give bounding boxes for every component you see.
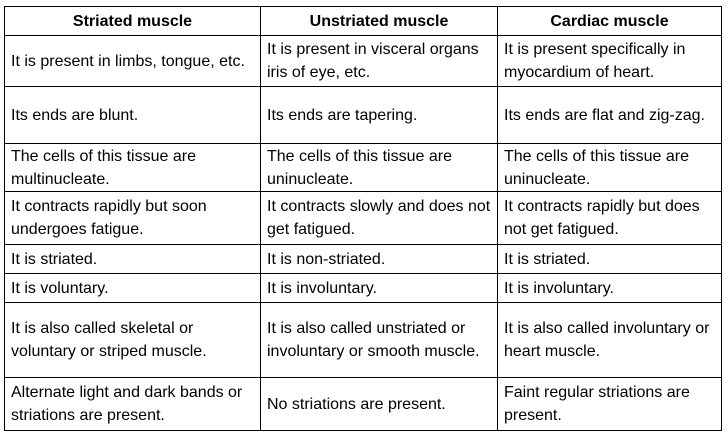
table-cell: Its ends are tapering. [260, 86, 498, 144]
muscle-comparison-table: Striated muscle Unstriated muscle Cardia… [4, 6, 722, 431]
table-row: It is striated. It is non-striated. It i… [4, 244, 722, 274]
table-cell: The cells of this tissue are uninucleate… [497, 143, 722, 192]
table-row: It is also called skeletal or voluntary … [4, 302, 722, 378]
table-cell: It contracts rapidly but does not get fa… [497, 191, 722, 245]
table-row: It contracts rapidly but soon undergoes … [4, 191, 722, 245]
table-cell: It is present in limbs, tongue, etc. [4, 35, 261, 87]
table-cell: It is also called involuntary or heart m… [497, 302, 722, 378]
table-cell: It is present specifically in myocardium… [497, 35, 722, 87]
table-row: It is voluntary. It is involuntary. It i… [4, 273, 722, 303]
table-cell: Faint regular striations are present. [497, 377, 722, 431]
table-cell: It is striated. [4, 244, 261, 274]
table-cell: It is involuntary. [260, 273, 498, 303]
table-cell: The cells of this tissue are uninucleate… [260, 143, 498, 192]
header-unstriated: Unstriated muscle [260, 6, 498, 36]
header-row: Striated muscle Unstriated muscle Cardia… [4, 6, 722, 36]
header-striated: Striated muscle [4, 6, 261, 36]
table-cell: It is non-striated. [260, 244, 498, 274]
table-row: Its ends are blunt. Its ends are taperin… [4, 86, 722, 144]
table-row: It is present in limbs, tongue, etc. It … [4, 35, 722, 87]
header-cardiac: Cardiac muscle [497, 6, 722, 36]
table-cell: Its ends are blunt. [4, 86, 261, 144]
table-cell: It is striated. [497, 244, 722, 274]
table-cell: It is voluntary. [4, 273, 261, 303]
table-cell: It is also called skeletal or voluntary … [4, 302, 261, 378]
table-cell: It is present in visceral organs iris of… [260, 35, 498, 87]
table-row: Alternate light and dark bands or striat… [4, 377, 722, 431]
table-cell: It contracts rapidly but soon undergoes … [4, 191, 261, 245]
table-cell: It is also called unstriated or involunt… [260, 302, 498, 378]
table-cell: Its ends are flat and zig-zag. [497, 86, 722, 144]
table-cell: No striations are present. [260, 377, 498, 431]
table-cell: The cells of this tissue are multinuclea… [4, 143, 261, 192]
table-cell: It is involuntary. [497, 273, 722, 303]
table-cell: Alternate light and dark bands or striat… [4, 377, 261, 431]
table-row: The cells of this tissue are multinuclea… [4, 143, 722, 192]
table-cell: It contracts slowly and does not get fat… [260, 191, 498, 245]
